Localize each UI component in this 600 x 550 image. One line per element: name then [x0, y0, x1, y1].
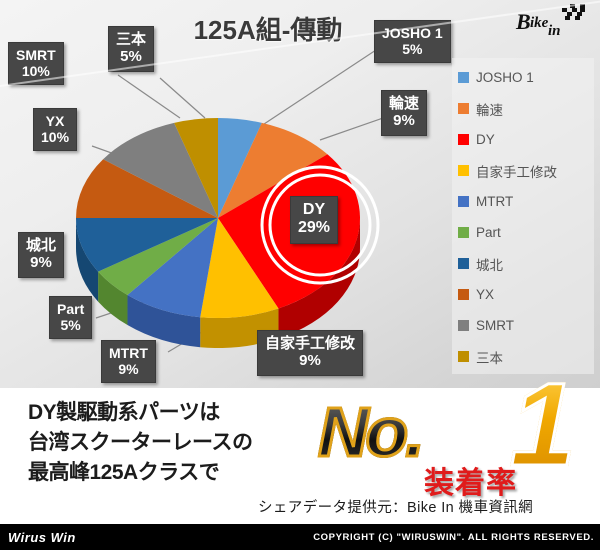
callout-value: 9% — [299, 352, 321, 370]
legend-item[interactable]: 三本 — [452, 341, 594, 372]
callout-label: SMRT — [16, 47, 56, 63]
callout-mtrt: MTRT 9% — [101, 340, 156, 384]
pie-slice-side — [76, 218, 99, 302]
callout-label: Part — [57, 301, 85, 317]
legend-swatch-icon — [458, 289, 469, 300]
callout-label: DY — [302, 201, 326, 218]
legend-label: SMRT — [476, 318, 515, 333]
footer-bar: Wirus Win COPYRIGHT (C) "WIRUSWIN". ALL … — [0, 524, 600, 550]
legend-label: YX — [476, 287, 495, 302]
pie-slice[interactable] — [218, 122, 328, 218]
promo-line-2: 台湾スクーターレースの — [28, 430, 253, 454]
callout-josho1: JOSHO 1 5% — [374, 20, 451, 64]
wiruswin-logo: Wirus Win — [8, 530, 76, 545]
legend-item[interactable]: Part — [452, 217, 594, 248]
legend-item[interactable]: JOSHO 1 — [452, 62, 594, 93]
bike-in-logo: B ike in — [515, 4, 585, 39]
chart-panel: 125A組-傳動 B ike in — [0, 0, 600, 388]
pie-slice[interactable] — [200, 218, 279, 318]
promo-copy: DY製駆動系パーツは 台湾スクーターレースの 最高峰125Aクラスで — [28, 398, 328, 487]
callout-value: 9% — [118, 361, 139, 378]
callout-value: 9% — [30, 254, 52, 272]
no1-subtitle: 装着率 — [423, 466, 518, 502]
legend-item[interactable]: 城北 — [452, 248, 594, 279]
pie-slice[interactable] — [218, 154, 361, 309]
callout-yx: YX 10% — [33, 108, 78, 152]
promo-banner: DY製駆動系パーツは 台湾スクーターレースの 最高峰125Aクラスで No. 1… — [0, 365, 600, 524]
svg-text:in: in — [548, 23, 561, 39]
legend-item[interactable]: YX — [452, 279, 594, 310]
callout-value: 10% — [41, 129, 70, 146]
legend-swatch-icon — [458, 227, 469, 238]
callout-sanbon: 三本 5% — [108, 26, 155, 72]
callout-part: Part 5% — [49, 296, 93, 340]
legend-swatch-icon — [458, 72, 469, 83]
callout-label: 自家手工修改 — [265, 335, 356, 352]
legend-swatch-icon — [458, 258, 469, 269]
no1-graphic: No. 1 装着率 — [317, 365, 598, 504]
no1-digit: 1 — [509, 359, 578, 491]
callout-label: 輪速 — [389, 95, 420, 112]
dy-highlight-rings — [260, 165, 380, 285]
copyright-text: COPYRIGHT (C) "WIRUSWIN". ALL RIGHTS RES… — [313, 532, 594, 543]
pie-slice[interactable] — [98, 218, 218, 296]
data-source-note: シェアデータ提供元：Bike In 機車資訊網 — [258, 500, 534, 516]
pie-slice[interactable] — [174, 118, 218, 218]
pie-slice[interactable] — [218, 118, 262, 218]
legend-swatch-icon — [458, 103, 469, 114]
legend-item[interactable]: 自家手工修改 — [452, 155, 594, 186]
legend-label: 自家手工修改 — [476, 164, 557, 180]
legend-item[interactable]: MTRT — [452, 186, 594, 217]
callout-value: 5% — [402, 41, 423, 58]
promo-line-1: DY製駆動系パーツは — [28, 401, 220, 424]
pie-slice[interactable] — [76, 159, 218, 218]
callout-smrt: SMRT 10% — [8, 42, 64, 86]
callout-label: JOSHO 1 — [382, 25, 443, 41]
callout-label: YX — [45, 113, 65, 129]
pie-slice-side — [98, 271, 128, 326]
callout-label: MTRT — [109, 345, 148, 361]
promo-line-3: 最高峰125Aクラスで — [28, 460, 220, 484]
callout-self-modified: 自家手工修改 9% — [257, 330, 364, 376]
callout-value: 29% — [298, 219, 331, 237]
legend-label: 城北 — [476, 257, 503, 273]
callout-value: 5% — [60, 317, 81, 334]
callout-dy: DY 29% — [290, 196, 339, 244]
callout-label: 城北 — [26, 237, 57, 254]
legend-label: DY — [476, 132, 495, 147]
legend-swatch-icon — [458, 134, 469, 145]
callout-value: 10% — [21, 63, 50, 80]
legend-label: MTRT — [476, 194, 514, 209]
pie-slice[interactable] — [76, 218, 218, 272]
legend-label: JOSHO 1 — [476, 70, 534, 85]
legend-swatch-icon — [458, 351, 469, 362]
legend-item[interactable]: DY — [452, 124, 594, 155]
pie-slice-side — [127, 295, 201, 348]
callout-rinsoku: 輪速 9% — [381, 90, 428, 136]
no1-text: No. — [317, 392, 427, 473]
legend-item[interactable]: SMRT — [452, 310, 594, 341]
pie-slice-side — [278, 218, 360, 339]
legend-label: Part — [476, 225, 501, 240]
legend-label: 三本 — [476, 350, 503, 366]
pie-slice[interactable] — [103, 122, 218, 218]
callout-label: 三本 — [116, 31, 147, 48]
svg-text:B: B — [515, 9, 531, 34]
legend-swatch-icon — [458, 196, 469, 207]
legend-label: 輪速 — [476, 102, 503, 118]
callout-value: 5% — [120, 48, 142, 66]
pie-slice[interactable] — [127, 218, 218, 318]
callout-chengbei: 城北 9% — [18, 232, 65, 278]
legend-swatch-icon — [458, 320, 469, 331]
chart-legend: JOSHO 1 輪速 DY 自家手工修改 MTRT Part — [452, 58, 594, 374]
svg-text:ike: ike — [530, 15, 549, 31]
callout-value: 9% — [393, 112, 415, 130]
legend-swatch-icon — [458, 165, 469, 176]
legend-item[interactable]: 輪速 — [452, 93, 594, 124]
